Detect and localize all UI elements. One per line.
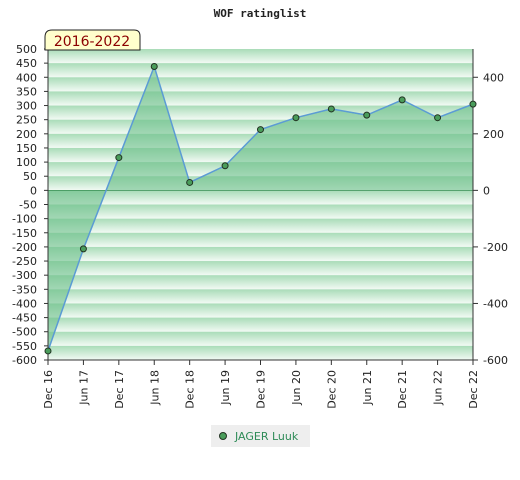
- grid-band: [48, 261, 473, 276]
- left-tick-label: 0: [30, 184, 37, 197]
- plot-background-bands: [48, 49, 473, 360]
- left-tick-label: -300: [12, 269, 37, 282]
- legend-marker: [219, 432, 227, 440]
- left-tick-label: 350: [16, 85, 37, 98]
- left-tick-label: -450: [12, 312, 37, 325]
- left-tick-label: 200: [16, 128, 37, 141]
- data-point: [115, 154, 123, 162]
- right-tick-label: 0: [483, 184, 490, 197]
- period-badge-label: 2016-2022: [54, 34, 130, 50]
- data-point: [186, 178, 194, 186]
- left-tick-label: -600: [12, 354, 37, 367]
- data-point: [363, 111, 371, 119]
- left-tick-label: -550: [12, 340, 37, 353]
- grid-band: [48, 63, 473, 78]
- data-point: [79, 245, 87, 253]
- left-tick-label: -200: [12, 241, 37, 254]
- data-point: [469, 100, 477, 108]
- chart-title: WOF ratinglist: [214, 7, 307, 20]
- right-tick-label: 200: [483, 128, 504, 141]
- left-tick-label: 50: [23, 170, 37, 183]
- data-point: [398, 96, 406, 104]
- x-tick-label: Dec 17: [113, 370, 126, 409]
- period-badge: 2016-2022: [44, 29, 141, 51]
- grid-band: [48, 317, 473, 332]
- x-tick-label: Dec 22: [467, 370, 480, 409]
- left-tick-label: 150: [16, 142, 37, 155]
- x-tick-label: Dec 16: [42, 370, 55, 409]
- grid-band: [48, 190, 473, 205]
- right-tick-label: -200: [483, 241, 508, 254]
- right-tick-label: -400: [483, 297, 508, 310]
- left-tick-label: 300: [16, 100, 37, 113]
- legend: JAGER Luuk: [211, 425, 310, 447]
- left-tick-label: 500: [16, 43, 37, 56]
- grid-band: [48, 331, 473, 346]
- x-tick-label: Dec 19: [255, 370, 268, 409]
- data-point: [327, 105, 335, 113]
- data-point: [434, 114, 442, 122]
- right-tick-label: -600: [483, 354, 508, 367]
- grid-band: [48, 232, 473, 247]
- data-point: [44, 347, 52, 355]
- left-y-axis-ticks: 500450400350300250200150100500-50-100-15…: [12, 43, 48, 367]
- data-point: [150, 63, 158, 71]
- left-tick-label: -150: [12, 227, 37, 240]
- left-tick-label: -50: [19, 199, 37, 212]
- x-tick-label: Dec 21: [396, 370, 409, 409]
- x-tick-label: Jun 21: [361, 370, 374, 406]
- left-tick-label: -250: [12, 255, 37, 268]
- x-tick-label: Jun 19: [219, 370, 232, 406]
- data-point: [292, 114, 300, 122]
- x-tick-label: Dec 18: [184, 370, 197, 409]
- legend-label: JAGER Luuk: [234, 430, 299, 443]
- grid-band: [48, 289, 473, 304]
- grid-band: [48, 345, 473, 360]
- grid-band: [48, 77, 473, 92]
- left-tick-label: -400: [12, 297, 37, 310]
- data-point: [221, 162, 229, 170]
- x-axis-ticks: Dec 16 Jun 17 Dec 17 Jun 18 Dec 18 Jun 19 Dec …: [42, 360, 480, 409]
- grid-band: [48, 303, 473, 318]
- grid-band: [48, 49, 473, 64]
- x-tick-label: Jun 22: [432, 370, 445, 406]
- left-tick-label: 450: [16, 57, 37, 70]
- left-tick-label: 400: [16, 71, 37, 84]
- x-tick-label: Dec 20: [325, 370, 338, 409]
- x-tick-label: Jun 20: [290, 370, 303, 406]
- left-tick-label: 100: [16, 156, 37, 169]
- grid-band: [48, 218, 473, 233]
- series-points: [44, 63, 477, 355]
- grid-band: [48, 246, 473, 262]
- right-tick-label: 400: [483, 71, 504, 84]
- x-tick-label: Jun 18: [148, 370, 161, 406]
- left-tick-label: 250: [16, 114, 37, 127]
- left-tick-label: -500: [12, 326, 37, 339]
- right-y-axis-ticks: 400 200 0 -200 -400 -600: [473, 71, 508, 367]
- left-tick-label: -350: [12, 283, 37, 296]
- data-point: [257, 126, 264, 134]
- grid-band: [48, 204, 473, 219]
- grid-band: [48, 275, 473, 290]
- left-tick-label: -100: [12, 213, 37, 226]
- x-tick-label: Jun 17: [77, 370, 90, 406]
